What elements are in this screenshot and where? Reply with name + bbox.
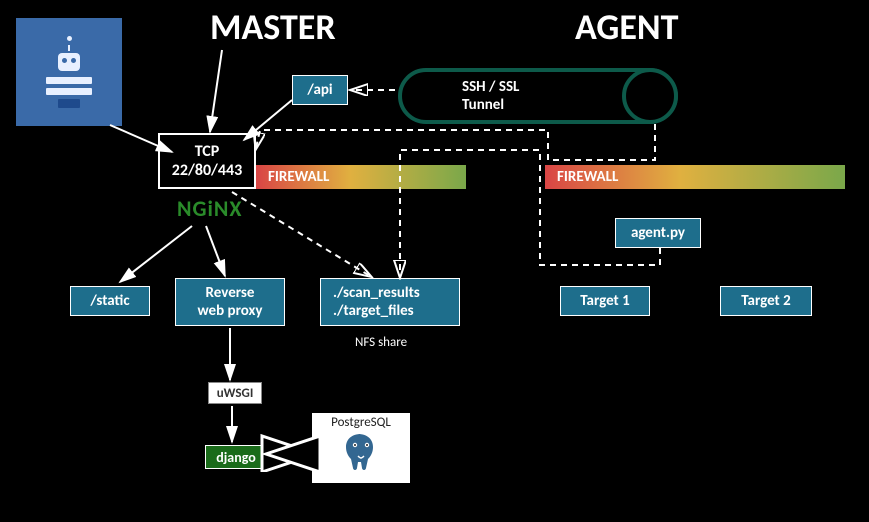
tunnel-line-2: Tunnel — [462, 96, 519, 114]
reverse-proxy-node: Reverse web proxy — [175, 278, 285, 326]
django-node: django — [205, 445, 267, 469]
postgres-node: PostgreSQL — [312, 413, 410, 483]
login-field-1 — [46, 77, 92, 84]
nginx-label: NGiNX — [177, 195, 243, 222]
target-2-node: Target 2 — [720, 286, 812, 316]
port-line-2: 22/80/443 — [172, 161, 243, 180]
login-ui-panel — [16, 18, 122, 126]
heading-agent: AGENT — [575, 5, 678, 49]
agent-py-node: agent.py — [615, 218, 701, 248]
firewall-bar-master: FIREWALL — [256, 165, 466, 189]
robot-icon-antenna-ball — [67, 36, 72, 41]
login-field-2 — [46, 88, 92, 95]
tunnel-line-1: SSH / SSL — [462, 78, 519, 96]
firewall-bar-agent: FIREWALL — [545, 165, 845, 189]
postgres-label: PostgreSQL — [331, 415, 391, 430]
heading-master: MASTER — [210, 5, 336, 49]
robot-icon — [58, 53, 80, 71]
api-node: /api — [292, 75, 348, 105]
static-node: /static — [70, 286, 150, 316]
tcp-port-node: TCP 22/80/443 — [158, 133, 256, 189]
reverse-line-2: web proxy — [197, 302, 262, 320]
robot-icon-antenna — [68, 45, 70, 51]
port-line-1: TCP — [195, 142, 220, 161]
scan-line-1: ./scan_results — [333, 284, 420, 302]
login-button-icon — [58, 99, 80, 108]
tunnel-cap-icon — [622, 68, 678, 124]
postgres-elephant-icon — [338, 430, 384, 476]
target-1-node: Target 1 — [560, 286, 650, 316]
scan-files-node: ./scan_results ./target_files — [320, 278, 460, 326]
reverse-line-1: Reverse — [206, 284, 255, 302]
uwsgi-node: uWSGI — [208, 382, 262, 404]
scan-line-2: ./target_files — [333, 302, 414, 320]
nfs-label: NFS share — [355, 335, 407, 350]
